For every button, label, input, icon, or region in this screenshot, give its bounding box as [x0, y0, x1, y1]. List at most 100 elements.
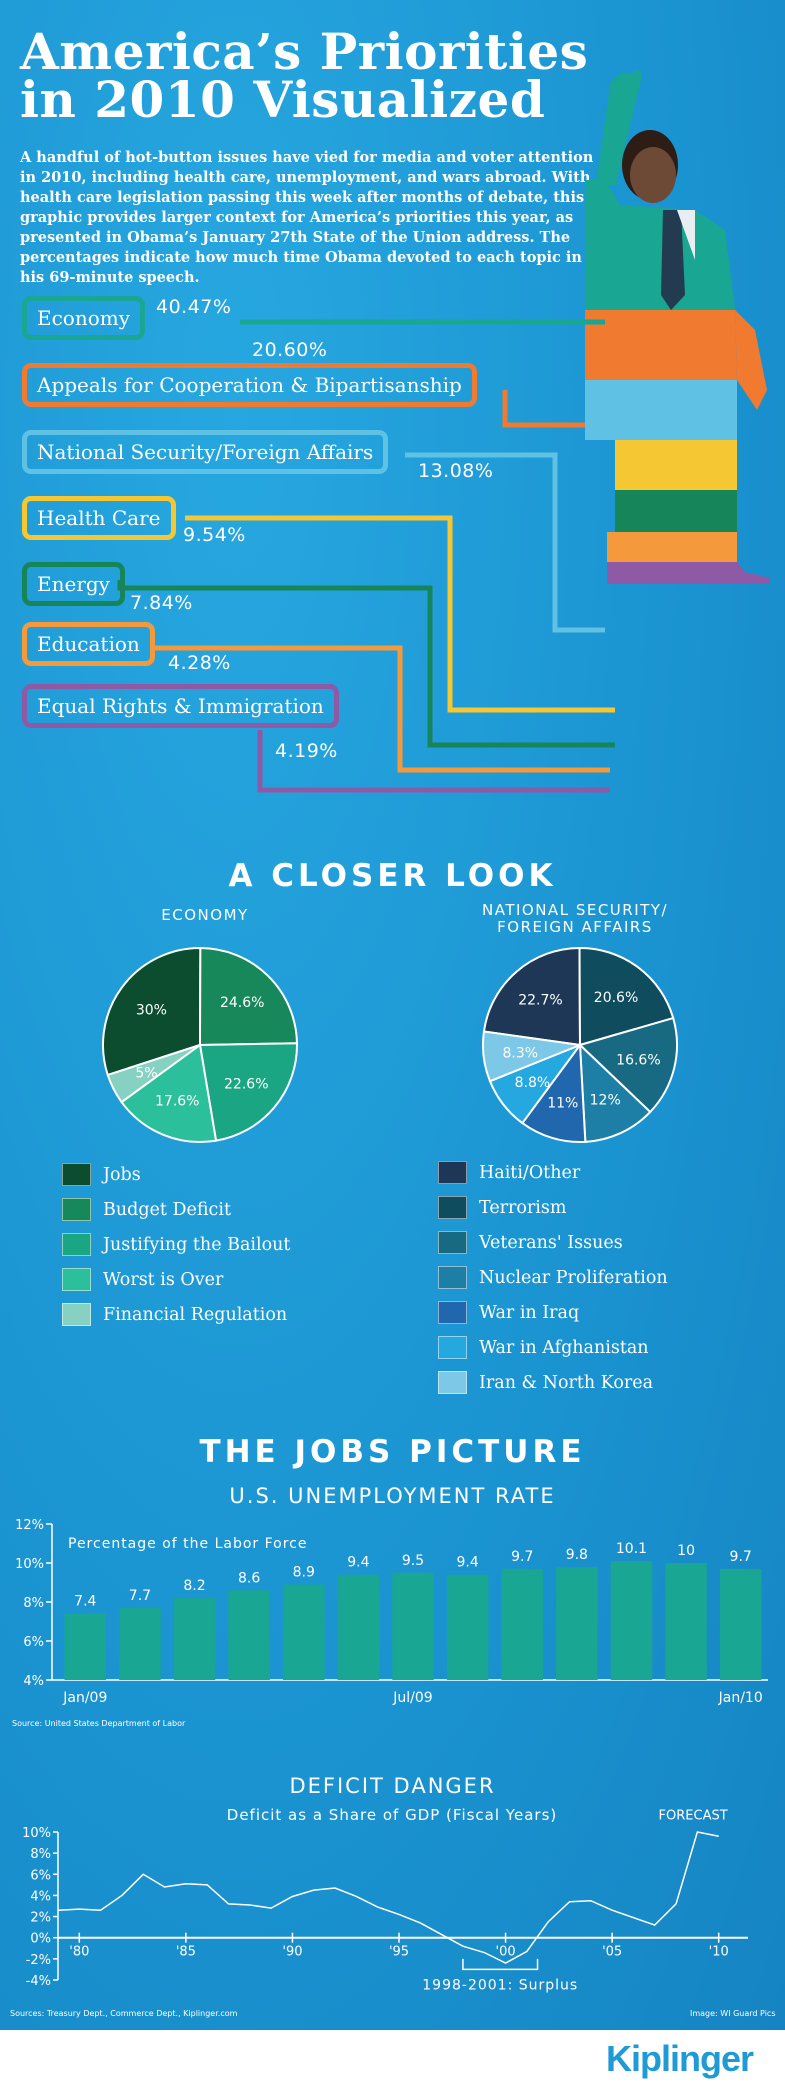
security-slice [578, 1042, 652, 1143]
topic-security: National Security/Foreign Affairs [22, 430, 389, 474]
bar-value-label: 10 [677, 1543, 695, 1559]
line-x-tick-label: '05 [602, 1945, 622, 1960]
economy-slice [198, 946, 299, 1047]
security-slice-label: 8.3% [503, 1045, 539, 1061]
image-credit: Image: WI Guard Pics [690, 2009, 776, 2018]
bar-x-tick-label: Jul/09 [392, 1690, 432, 1706]
line-y-tick-label: 6% [30, 1868, 51, 1883]
title-line-1: America’s Priorities [20, 22, 589, 81]
topic-health: Health Care [22, 496, 176, 540]
topic-security-label: National Security/Foreign Affairs [37, 440, 374, 464]
deficit-line [57, 1831, 719, 1964]
line-y-tick-label: 4% [30, 1889, 51, 1904]
unemployment-title: U.S. UNEMPLOYMENT RATE [229, 1484, 556, 1508]
bar-value-label: 9.7 [511, 1549, 533, 1565]
bar [501, 1568, 543, 1680]
security-slice-label: 22.7% [518, 993, 562, 1009]
page-title: America’s Priorities in 2010 Visualized [20, 27, 588, 125]
bar-value-label: 10.1 [616, 1541, 647, 1557]
topic-economy: Economy [22, 296, 146, 340]
legend-swatch [438, 1161, 467, 1184]
kiplinger-logo[interactable]: Kiplinger [605, 2038, 754, 2079]
pct-education: 4.28% [168, 652, 231, 674]
economy-slice [106, 1044, 201, 1104]
legend-swatch [438, 1301, 467, 1324]
deficit-sources: Sources: Treasury Dept., Commerce Dept.,… [10, 2009, 238, 2018]
legend-label: Financial Regulation [103, 1304, 288, 1325]
legend-label: Jobs [103, 1164, 141, 1185]
legend-label: Worst is Over [103, 1269, 224, 1290]
legend-label: War in Afghanistan [479, 1337, 649, 1358]
legend-item: Terrorism [438, 1190, 668, 1225]
bar [446, 1574, 489, 1680]
bar-value-label: 9.4 [347, 1555, 369, 1571]
topic-health-label: Health Care [37, 506, 161, 530]
bar-x-tick-label: Jan/09 [62, 1690, 107, 1706]
bar-y-tick-label: 6% [23, 1635, 44, 1650]
legend-item: War in Afghanistan [438, 1330, 668, 1365]
tie [661, 210, 685, 310]
economy-slice-label: 17.6% [155, 1094, 199, 1110]
security-slice-label: 16.6% [616, 1052, 660, 1068]
legend-item: Nuclear Proliferation [438, 1260, 668, 1295]
security-slice-label: 11% [547, 1096, 578, 1112]
security-legend: Haiti/Other Terrorism Veterans' Issues Nucl… [438, 1155, 668, 1400]
president-figure [585, 69, 770, 584]
legend-swatch [62, 1303, 91, 1326]
legend-item: Budget Deficit [62, 1192, 290, 1227]
jobs-heading: THE JOBS PICTURE [199, 1434, 586, 1470]
deficit-heading: DEFICIT DANGER [289, 1774, 496, 1798]
legend-item: Worst is Over [62, 1262, 290, 1297]
pct-cooperation: 20.60% [252, 339, 328, 361]
line-y-tick-label: -2% [26, 1953, 51, 1968]
surplus-bracket [462, 1958, 539, 1971]
legend-label: Iran & North Korea [479, 1372, 654, 1393]
intro-paragraph: A handful of hot-button issues have vied… [20, 149, 594, 286]
legend-swatch [438, 1196, 467, 1219]
security-slice [578, 947, 675, 1047]
topic-energy-label: Energy [37, 572, 110, 596]
footer: Kiplinger [0, 2030, 785, 2094]
economy-slice [102, 947, 202, 1077]
bar-value-label: 7.4 [74, 1594, 96, 1610]
legend-label: Budget Deficit [103, 1199, 231, 1220]
security-slice-label: 20.6% [594, 990, 638, 1006]
legend-swatch [438, 1231, 467, 1254]
legend-item: Financial Regulation [62, 1297, 290, 1332]
economy-slice [198, 1042, 298, 1142]
unemployment-bar-chart: 12% 10% 8% 6% 4% Percentage of the Labor Forc… [15, 1518, 768, 1706]
legend-label: Justifying the Bailout [103, 1234, 291, 1255]
bar [228, 1590, 270, 1680]
topic-rights: Equal Rights & Immigration [22, 684, 339, 728]
economy-slice [120, 1043, 218, 1143]
deficit-line-chart: Deficit as a Share of GDP (Fiscal Years)… [22, 1806, 748, 1993]
legend-label: Nuclear Proliferation [479, 1267, 668, 1288]
bar-y-tick-label: 4% [23, 1674, 44, 1689]
topic-cooperation-label: Appeals for Cooperation & Bipartisanship [37, 373, 462, 397]
topic-education: Education [22, 622, 155, 666]
legend-label: Haiti/Other [479, 1162, 581, 1183]
economy-pie-chart: 30% 24.6% 22.6% 17.6% 5% [102, 946, 299, 1143]
legend-item: Iran & North Korea [438, 1365, 668, 1400]
legend-swatch [62, 1268, 91, 1291]
bar-value-label: 8.2 [183, 1578, 205, 1594]
legend-swatch [62, 1163, 91, 1186]
pct-rights: 4.19% [275, 740, 338, 762]
line-y-tick-label: -4% [26, 1974, 51, 1989]
bar [719, 1568, 762, 1680]
economy-slice-label: 24.6% [220, 995, 264, 1011]
bar-value-label: 8.6 [238, 1570, 260, 1586]
line-x-tick-label: '95 [389, 1945, 409, 1960]
line-y-tick-label: 10% [22, 1826, 51, 1841]
bar [64, 1613, 107, 1680]
bar-value-label: 9.7 [730, 1549, 752, 1565]
line-x-tick-label: '80 [69, 1945, 89, 1960]
legend-swatch [62, 1233, 91, 1256]
bar-value-label: 8.9 [293, 1564, 315, 1580]
bar-value-label: 9.5 [402, 1553, 424, 1569]
bar-value-label: 7.7 [129, 1588, 151, 1604]
bar-y-tick-label: 10% [15, 1557, 44, 1572]
security-slice [578, 1016, 678, 1114]
security-title-line-2: FOREIGN AFFAIRS [497, 918, 653, 936]
pct-health: 9.54% [183, 524, 246, 546]
